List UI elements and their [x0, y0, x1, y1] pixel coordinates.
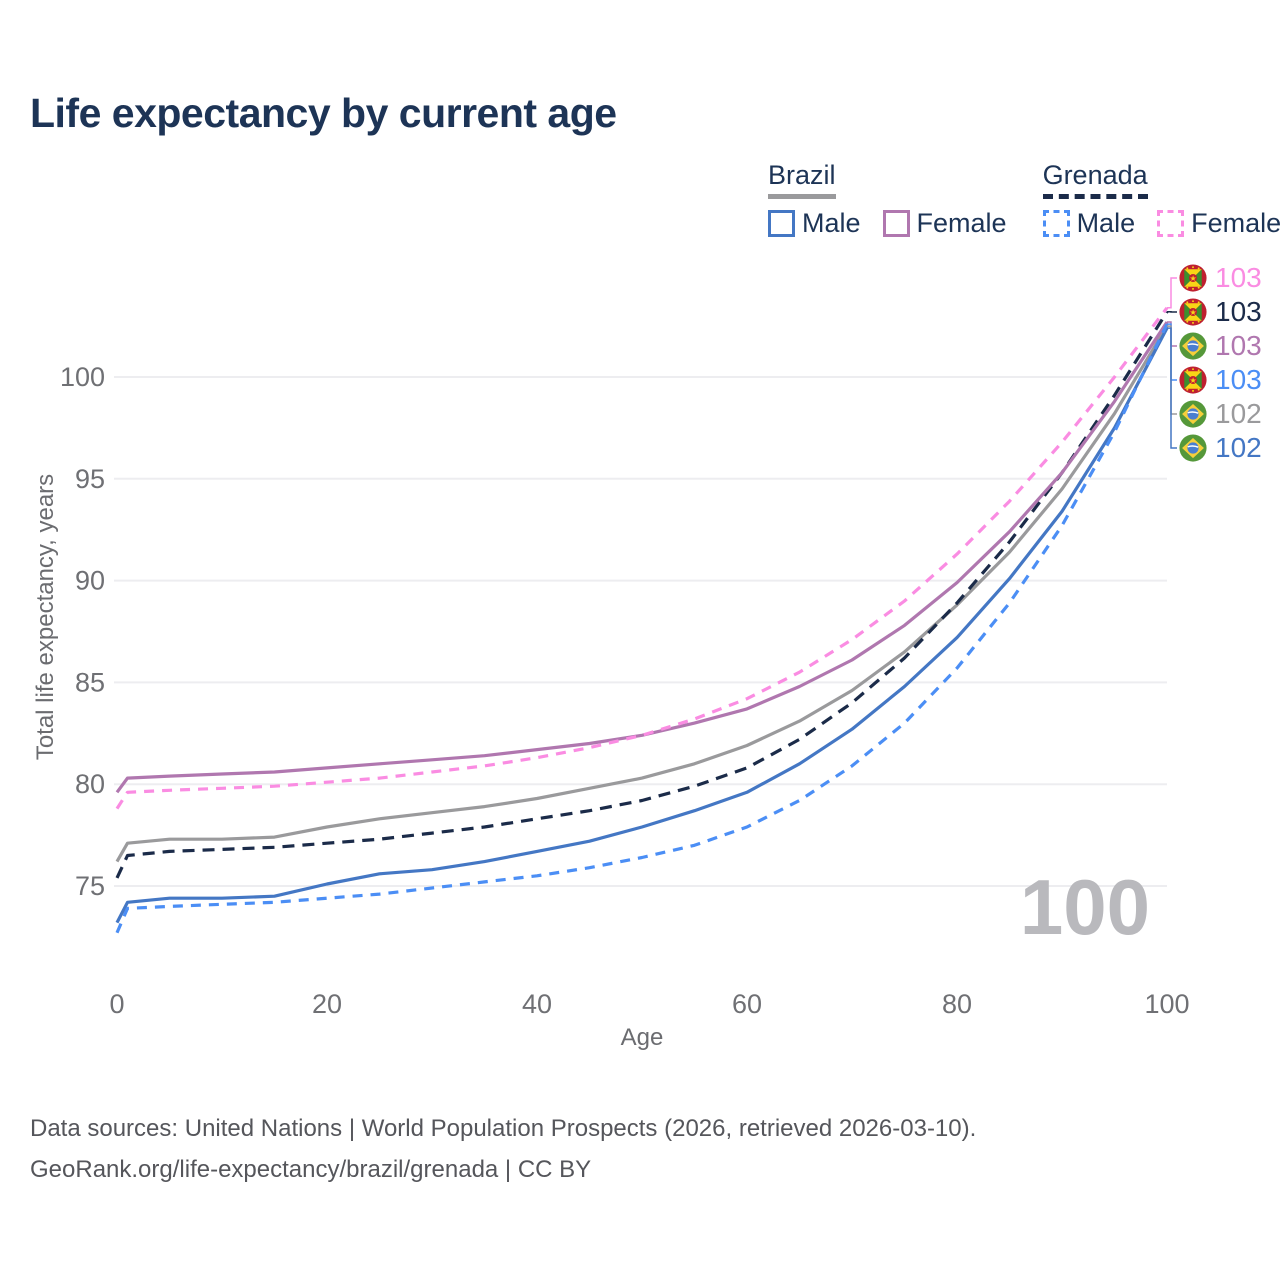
page-title: Life expectancy by current age	[30, 90, 617, 136]
end-label-connector-grenada_male	[1167, 323, 1177, 381]
brazil-flag-icon	[1179, 434, 1207, 462]
brazil-female-swatch-icon	[882, 210, 910, 238]
data-sources: Data sources: United Nations | World Pop…	[30, 1108, 976, 1190]
legend-item-label: Female	[1191, 208, 1280, 239]
series-line-brazil_male[interactable]	[115, 327, 1169, 924]
y-tick-label-85: 85	[75, 667, 105, 697]
legend-country-brazil[interactable]: Brazil	[768, 161, 836, 200]
grenada-flag-icon: ★	[1179, 298, 1207, 326]
series-line-grenada_male[interactable]	[115, 323, 1169, 934]
svg-text:★: ★	[1189, 376, 1196, 385]
end-label-value: 102	[1215, 398, 1262, 429]
end-label-connector-brazil_both	[1167, 325, 1177, 415]
end-label-connector-grenada_female	[1167, 277, 1177, 309]
svg-text:★: ★	[1189, 274, 1196, 283]
y-tick-label-95: 95	[75, 464, 105, 494]
grenada-flag-icon: ★	[1179, 366, 1207, 394]
x-tick-label-80: 80	[942, 989, 972, 1019]
series-line-brazil_both[interactable]	[115, 325, 1169, 863]
grenada-male-swatch-icon	[1042, 210, 1070, 238]
series-line-grenada_both[interactable]	[115, 310, 1169, 879]
legend-item-label: Female	[916, 208, 1007, 239]
grenada-flag-icon: ★	[1179, 264, 1207, 292]
series-line-brazil_female[interactable]	[115, 321, 1169, 794]
brazil-male-swatch-icon	[768, 210, 795, 238]
end-label-value: 103	[1215, 330, 1262, 361]
brazil-flag-icon	[1179, 332, 1207, 360]
end-label-value: 103	[1215, 364, 1262, 395]
legend-item-grenada-female[interactable]: Female	[1157, 208, 1280, 239]
legend-group-brazil: Brazil Male Female	[768, 161, 1007, 239]
y-tick-label-90: 90	[75, 566, 105, 596]
x-tick-label-40: 40	[522, 989, 552, 1019]
end-label-brazil_female: 103	[1179, 332, 1262, 360]
y-axis-title: Total life expectancy, years	[32, 473, 59, 761]
legend-item-grenada-male[interactable]: Male	[1042, 208, 1136, 239]
end-label-value: 102	[1215, 432, 1262, 463]
hover-age-watermark: 100	[1019, 863, 1150, 951]
legend-country-grenada[interactable]: Grenada	[1042, 161, 1148, 200]
x-axis-title: Age	[620, 1024, 664, 1051]
end-label-grenada_male: ★ 103	[1179, 366, 1262, 394]
end-label-brazil_male: 102	[1179, 434, 1262, 462]
end-label-grenada_female: ★ 103	[1179, 264, 1262, 292]
chart-legend: Brazil Male Female Grenada Male Female	[768, 161, 1280, 239]
y-tick-label-80: 80	[75, 769, 105, 799]
x-tick-label-20: 20	[312, 989, 342, 1019]
legend-item-brazil-male[interactable]: Male	[768, 208, 861, 239]
end-label-value: 103	[1215, 262, 1262, 293]
end-label-value: 103	[1215, 296, 1262, 327]
x-tick-label-60: 60	[732, 989, 762, 1019]
grenada-female-swatch-icon	[1157, 210, 1185, 238]
legend-item-label: Male	[802, 208, 861, 239]
x-tick-label-100: 100	[1144, 989, 1189, 1019]
legend-item-brazil-female[interactable]: Female	[882, 208, 1007, 239]
legend-group-grenada: Grenada Male Female	[1042, 161, 1280, 239]
series-line-grenada_female[interactable]	[115, 306, 1169, 810]
y-tick-label-75: 75	[75, 871, 105, 901]
end-label-grenada_both: ★ 103	[1179, 298, 1262, 326]
legend-item-label: Male	[1076, 208, 1136, 239]
data-sources-line2: GeoRank.org/life-expectancy/brazil/grena…	[30, 1156, 592, 1183]
end-label-brazil_both: 102	[1179, 400, 1262, 428]
brazil-flag-icon	[1179, 400, 1207, 428]
data-sources-line1: Data sources: United Nations | World Pop…	[30, 1115, 977, 1142]
x-tick-label-0: 0	[109, 989, 124, 1019]
end-label-connector-brazil_male	[1167, 327, 1177, 449]
svg-text:★: ★	[1189, 308, 1196, 317]
y-tick-label-100: 100	[60, 362, 105, 392]
